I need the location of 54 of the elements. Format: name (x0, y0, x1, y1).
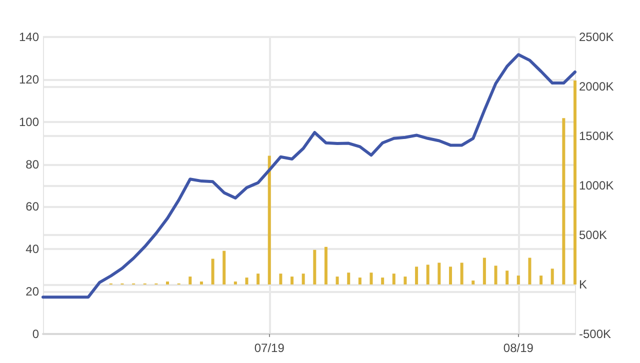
bar (482, 258, 486, 284)
bar (222, 250, 226, 284)
bar (188, 276, 192, 284)
y2-tick-label: 1500K (579, 129, 614, 143)
bar (506, 270, 509, 284)
y-tick-label: 140 (18, 30, 40, 44)
y-tick-label: 40 (26, 242, 40, 256)
bar (302, 274, 305, 284)
bar (540, 276, 543, 284)
bar (381, 278, 384, 284)
bar (494, 266, 498, 284)
bar (200, 282, 203, 284)
bar (166, 282, 170, 284)
y2-tick-label: 1000K (579, 178, 614, 192)
bar (426, 264, 430, 284)
y-tick-label: 120 (18, 72, 40, 86)
x-tick-label: 07/19 (254, 341, 285, 355)
bar (268, 156, 271, 284)
bar (438, 262, 441, 284)
bar (472, 280, 475, 284)
x-tick-label: 08/19 (503, 341, 534, 355)
bar (279, 274, 282, 284)
bar (404, 276, 407, 284)
y2-tick-label: K (579, 278, 588, 292)
bar (256, 274, 260, 284)
y2-tick-label: 2000K (579, 80, 614, 94)
bar (415, 266, 418, 284)
bar (358, 278, 362, 284)
y2-tick-label: -500K (579, 327, 612, 341)
y-tick-label: 0 (32, 327, 40, 341)
bar (234, 282, 237, 284)
y-tick-label: 60 (26, 200, 40, 214)
bar (313, 250, 316, 284)
bar (392, 274, 396, 284)
bar (211, 258, 214, 284)
bar (516, 276, 520, 284)
bar (245, 278, 248, 284)
bar (290, 276, 294, 284)
y2-tick-label: 2500K (579, 30, 614, 44)
bar (370, 272, 373, 284)
bar (324, 246, 328, 284)
y-tick-label: 100 (18, 114, 40, 129)
line-series (42, 53, 576, 299)
bar (347, 272, 350, 284)
bar (550, 268, 554, 284)
bar (562, 118, 566, 284)
y-tick-label: 80 (26, 157, 40, 172)
bar (574, 80, 576, 284)
y2-tick-label: 500K (579, 228, 608, 242)
y-tick-label: 20 (26, 284, 40, 299)
bar (336, 276, 339, 284)
bar (448, 266, 452, 284)
bar (528, 258, 532, 284)
bar (460, 262, 464, 284)
